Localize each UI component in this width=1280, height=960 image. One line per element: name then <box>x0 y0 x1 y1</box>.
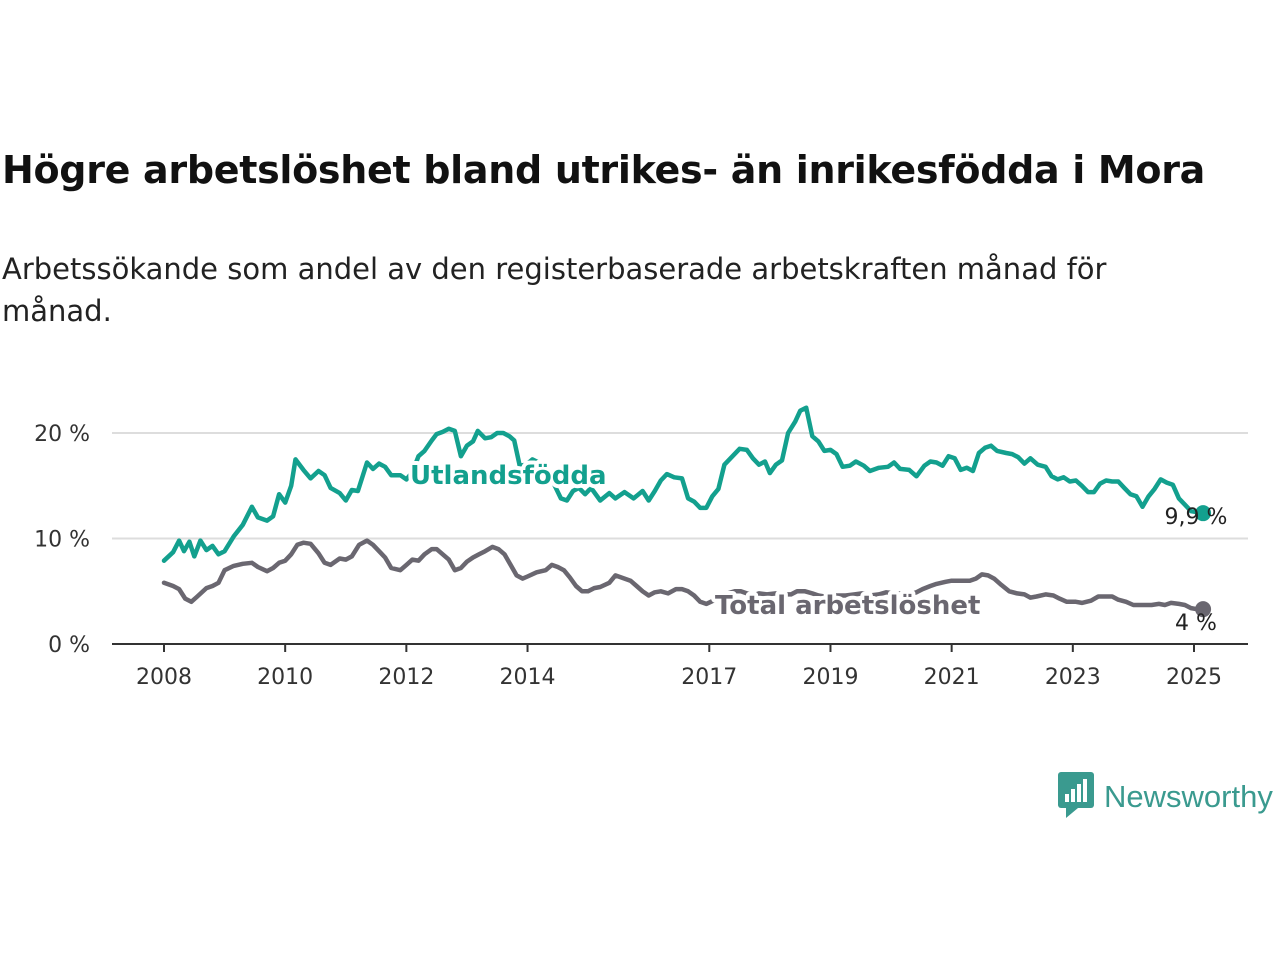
series-line-total <box>161 538 1206 612</box>
y-tick-label: 20 % <box>34 422 90 447</box>
grid-lines <box>112 432 1248 540</box>
chart-title: Högre arbetslöshet bland utrikes- än inr… <box>2 148 1206 192</box>
x-tick-label: 2017 <box>681 665 737 690</box>
end-point-marker <box>1195 601 1212 618</box>
x-tick-label: 2023 <box>1045 665 1101 690</box>
y-tick-label: 10 % <box>34 528 90 553</box>
x-axis: 2008 2010 2012 2014 2017 2019 2021 2023 2025 <box>112 643 1248 690</box>
x-tick-label: 2021 <box>924 665 980 690</box>
series-label-utlandsfodda: Utlandsfödda <box>410 461 607 491</box>
end-value-label-utlandsfodda: 9,9 % <box>1165 505 1228 530</box>
x-tick-label: 2010 <box>257 665 313 690</box>
series-line-utlandsfodda <box>161 405 1206 563</box>
x-tick-label: 2012 <box>378 665 434 690</box>
x-tick-label: 2008 <box>136 665 192 690</box>
series-label-total: Total arbetslöshet <box>715 591 980 621</box>
newsworthy-logo-icon <box>1058 772 1094 822</box>
newsworthy-wordmark: Newsworthy <box>1104 779 1273 814</box>
line-chart: 0 % 10 % 20 % 2008 2010 2012 2014 2017 2019 2021… <box>34 405 1248 690</box>
y-tick-label: 0 % <box>48 633 90 658</box>
end-value-label-total: 4 % <box>1175 611 1217 636</box>
x-tick-label: 2025 <box>1166 665 1222 690</box>
end-point-marker <box>1195 505 1212 522</box>
x-tick-label: 2019 <box>802 665 858 690</box>
series-labels: Utlandsfödda Total arbetslöshet 9,9 % 4 % <box>406 457 1228 636</box>
series-lines <box>161 405 1212 618</box>
chart-subtitle: Arbetssökande som andel av den registerb… <box>2 252 1107 328</box>
newsworthy-brand[interactable]: Newsworthy <box>1058 772 1273 822</box>
x-tick-label: 2014 <box>500 665 556 690</box>
y-axis-ticks: 0 % 10 % 20 % <box>34 422 90 658</box>
